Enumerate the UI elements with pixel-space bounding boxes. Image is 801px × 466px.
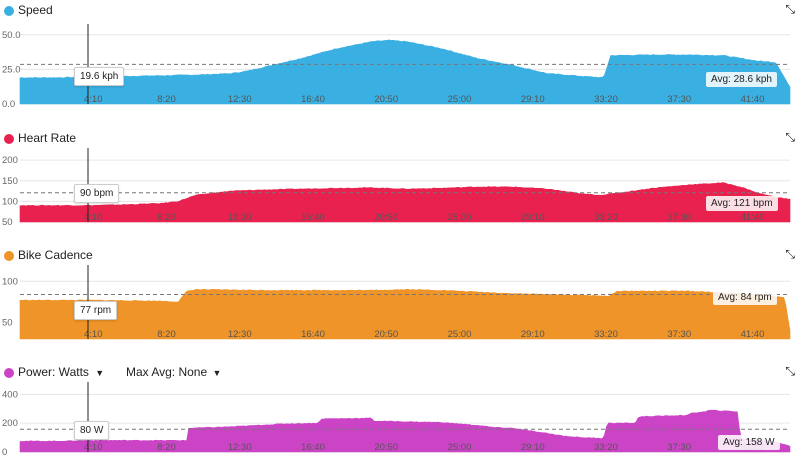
power-metric-dropdown[interactable]: Power: Watts ▼	[18, 365, 104, 379]
cadence-avg-label: Avg: 84 rpm	[713, 290, 777, 305]
cadence-panel: Bike Cadence ⤡ 100 50 4:10 8:20 12:30 16:40 20…	[0, 245, 801, 345]
speed-panel: Speed ⤡ 50.0 25.0 0.0 4:10 8:20 12:30 16:40 20:…	[0, 0, 801, 118]
cadence-cursor-tooltip: 77 rpm	[74, 301, 118, 320]
power-x-tick-label: 29:10	[521, 442, 545, 453]
cadence-x-tick-label: 4:10	[84, 329, 103, 340]
power-svg: 400 200 0 4:10 8:20 12:30 16:40 20:50 25:00 29:10…	[2, 382, 791, 458]
max-avg-label: Max Avg: None	[126, 365, 208, 379]
power-x-tick-label: 12:30	[228, 442, 252, 453]
heart_rate-y-tick-label: 200	[2, 155, 18, 166]
cadence-x-tick-label: 20:50	[374, 329, 398, 340]
heart-rate-avg-label: Avg: 121 bpm	[706, 196, 778, 211]
power-x-tick-label: 37:30	[667, 442, 691, 453]
speed-x-tick-label: 12:30	[228, 94, 252, 105]
speed-x-tick-label: 41:40	[741, 94, 765, 105]
power-cursor-tooltip: 80 W	[74, 421, 110, 440]
power-x-tick-label: 25:00	[448, 442, 472, 453]
cadence-svg: 100 50 4:10 8:20 12:30 16:40 20:50 25:00 29:10 33…	[2, 265, 791, 340]
heart-rate-series-dot	[4, 134, 14, 144]
power-avg-label: Avg: 158 W	[718, 435, 780, 450]
speed-chart[interactable]: 50.0 25.0 0.0 4:10 8:20 12:30 16:40 20:50 25:00 2…	[0, 24, 801, 118]
heart-rate-panel: Heart Rate ⤡ 200 150 100 50 4:10 8:20 12:30 16:…	[0, 128, 801, 230]
max-avg-dropdown[interactable]: Max Avg: None ▼	[126, 365, 221, 379]
cadence-x-tick-label: 33:20	[594, 329, 618, 340]
cadence-x-tick-label: 25:00	[448, 329, 472, 340]
power-title: Power: Watts	[18, 365, 89, 379]
cadence-x-tick-label: 37:30	[667, 329, 691, 340]
heart_rate-y-tick-label: 50	[2, 217, 13, 228]
cadence-x-tick-label: 12:30	[228, 329, 252, 340]
power-y-tick-label: 400	[2, 389, 18, 400]
power-chart[interactable]: 400 200 0 4:10 8:20 12:30 16:40 20:50 25:00 29:10…	[0, 382, 801, 466]
speed-title: Speed	[18, 3, 53, 17]
speed-series-dot	[4, 6, 14, 16]
power-area-series	[19, 409, 791, 453]
speed-x-tick-label: 25:00	[448, 94, 472, 105]
heart_rate-x-tick-label: 41:40	[741, 212, 765, 223]
speed-cursor-tooltip: 19.6 kph	[74, 67, 125, 86]
cadence-series-dot	[4, 251, 14, 261]
power-x-tick-label: 33:20	[594, 442, 618, 453]
chevron-down-icon: ▼	[95, 368, 105, 378]
power-series-dot	[4, 368, 14, 378]
speed-y-tick-label: 25.0	[2, 64, 21, 75]
heart_rate-y-tick-label: 150	[2, 176, 18, 187]
heart_rate-y-tick-label: 100	[2, 196, 18, 207]
heart-rate-chart[interactable]: 200 150 100 50 4:10 8:20 12:30 16:40 20:50 25:00 2…	[0, 148, 801, 236]
speed-x-tick-label: 33:20	[594, 94, 618, 105]
cadence-area-series	[19, 288, 791, 340]
heart_rate-area-series	[19, 182, 791, 223]
cadence-title: Bike Cadence	[18, 248, 93, 262]
power-expand-icon[interactable]: ⤡	[785, 364, 795, 378]
cadence-x-tick-label: 29:10	[521, 329, 545, 340]
power-y-tick-label: 0	[2, 447, 7, 458]
power-x-tick-label: 8:20	[157, 442, 176, 453]
speed-avg-label: Avg: 28.6 kph	[706, 72, 777, 87]
speed-x-tick-label: 29:10	[521, 94, 545, 105]
cadence-chart[interactable]: 100 50 4:10 8:20 12:30 16:40 20:50 25:00 29:10 33…	[0, 265, 801, 353]
heart_rate-svg: 200 150 100 50 4:10 8:20 12:30 16:40 20:50 25:00 2…	[2, 148, 791, 228]
heart-rate-expand-icon[interactable]: ⤡	[785, 130, 795, 144]
heart-rate-title: Heart Rate	[18, 131, 77, 145]
speed-expand-icon[interactable]: ⤡	[785, 2, 795, 16]
speed-y-tick-label: 50.0	[2, 30, 21, 41]
cadence-x-tick-label: 8:20	[157, 329, 176, 340]
heart_rate-x-tick-label: 20:50	[374, 212, 398, 223]
speed-x-tick-label: 37:30	[667, 94, 691, 105]
speed-x-tick-label: 20:50	[374, 94, 398, 105]
heart_rate-x-tick-label: 16:40	[301, 212, 325, 223]
speed-y-tick-label: 0.0	[2, 99, 15, 110]
heart_rate-x-tick-label: 37:30	[667, 212, 691, 223]
power-x-tick-label: 16:40	[301, 442, 325, 453]
heart_rate-x-tick-label: 12:30	[228, 212, 252, 223]
heart_rate-x-tick-label: 25:00	[448, 212, 472, 223]
cadence-y-tick-label: 50	[2, 318, 13, 329]
speed-header: Speed ⤡	[0, 0, 801, 22]
power-x-tick-label: 20:50	[374, 442, 398, 453]
cadence-x-tick-label: 41:40	[741, 329, 765, 340]
speed-x-tick-label: 16:40	[301, 94, 325, 105]
power-y-tick-label: 200	[2, 418, 18, 429]
heart-rate-header: Heart Rate ⤡	[0, 128, 801, 150]
speed-x-tick-label: 4:10	[84, 94, 103, 105]
cadence-x-tick-label: 16:40	[301, 329, 325, 340]
power-header: Power: Watts ▼ Max Avg: None ▼ ⤡	[0, 362, 801, 384]
cadence-y-tick-label: 100	[2, 276, 18, 287]
heart-rate-cursor-tooltip: 90 bpm	[74, 184, 120, 203]
power-x-tick-label: 4:10	[84, 442, 103, 453]
speed-x-tick-label: 8:20	[157, 94, 176, 105]
cadence-header: Bike Cadence ⤡	[0, 245, 801, 267]
chevron-down-icon: ▼	[212, 368, 222, 378]
speed-svg: 50.0 25.0 0.0 4:10 8:20 12:30 16:40 20:50 25:00 2…	[2, 24, 791, 110]
cadence-expand-icon[interactable]: ⤡	[785, 247, 795, 261]
speed-area-series	[19, 39, 791, 105]
heart_rate-x-tick-label: 33:20	[594, 212, 618, 223]
heart_rate-x-tick-label: 29:10	[521, 212, 545, 223]
heart_rate-x-tick-label: 8:20	[157, 212, 176, 223]
power-panel: Power: Watts ▼ Max Avg: None ▼ ⤡ 400 200 0…	[0, 362, 801, 466]
heart_rate-x-tick-label: 4:10	[84, 212, 103, 223]
